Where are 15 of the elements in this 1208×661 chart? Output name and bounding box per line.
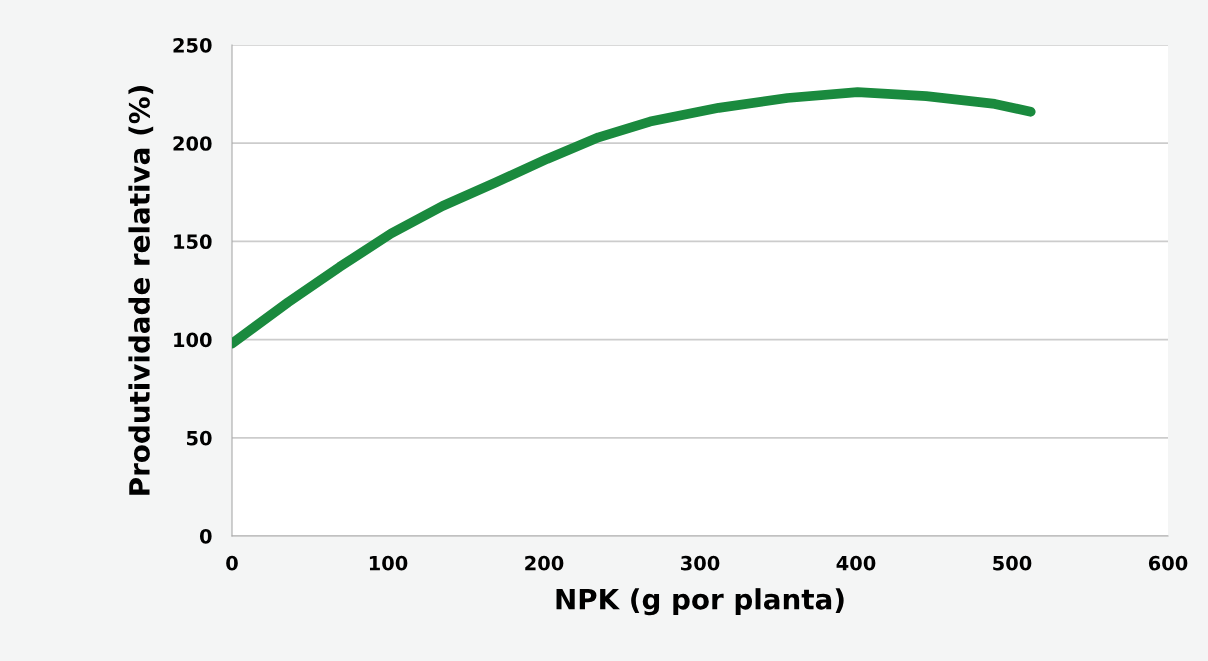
y-tick-label: 50 (187, 430, 212, 446)
y-tick-label: 150 (174, 234, 212, 250)
y-tick-label: 200 (173, 136, 212, 151)
x-tick-label: 600 (1148, 555, 1188, 571)
y-tick-label: 250 (173, 37, 212, 53)
x-tick-label: 0 (226, 555, 238, 571)
y-tick-label: 100 (174, 332, 212, 348)
y-axis-title: Produtividade relativa (%) (128, 86, 154, 495)
x-tick-label: 100 (369, 555, 408, 571)
y-tick-label: 0 (199, 528, 212, 544)
x-tick-label: 400 (836, 555, 876, 571)
x-tick-label: 500 (993, 555, 1032, 571)
x-axis-title: NPK (g por planta) (556, 588, 844, 616)
x-tick-label: 200 (525, 555, 564, 571)
x-tick-label: 300 (681, 555, 720, 571)
